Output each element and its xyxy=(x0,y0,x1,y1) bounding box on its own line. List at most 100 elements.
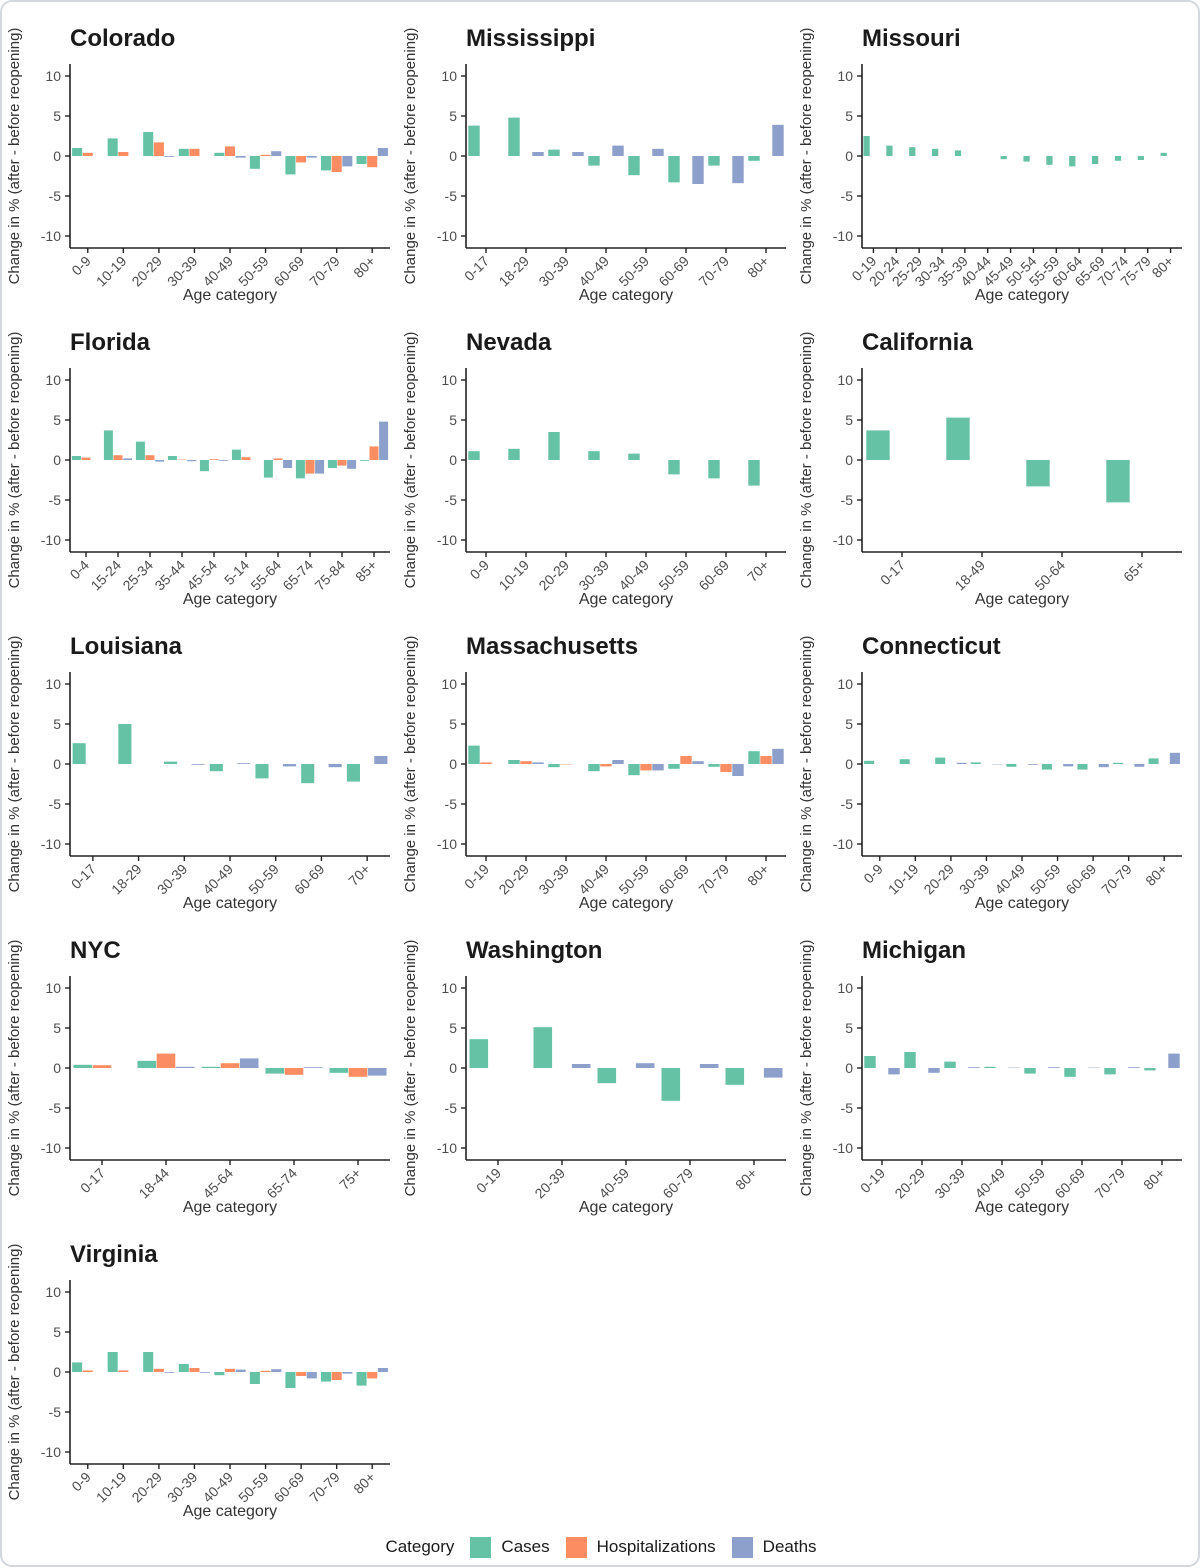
bar-cases-30-39 xyxy=(548,764,559,767)
bar-cases-20-29 xyxy=(508,760,519,764)
bar-cases-20-39 xyxy=(534,1027,553,1068)
bar-hospitalizations-0-19 xyxy=(480,762,491,764)
x-tick-label: 50-59 xyxy=(1027,861,1064,898)
bar-cases-30-39 xyxy=(944,1062,955,1068)
x-tick-label: 20-29 xyxy=(891,1165,928,1202)
bar-hospitalizations-45-54 xyxy=(210,459,219,460)
legend-item-label: Hospitalizations xyxy=(597,1537,716,1557)
bar-hospitalizations-20-29 xyxy=(154,142,164,156)
bar-cases-10-19 xyxy=(900,759,910,764)
bar-cases-70+ xyxy=(748,460,759,486)
y-tick-label: 0 xyxy=(53,1364,61,1380)
bar-hospitalizations-50-59 xyxy=(261,155,271,156)
y-tick-label: -5 xyxy=(841,796,854,812)
bar-deaths-70+ xyxy=(374,756,387,764)
x-tick-label: 10-19 xyxy=(93,1469,130,1506)
bar-cases-50-54 xyxy=(1023,156,1029,162)
bar-cases-25-34 xyxy=(136,442,145,460)
bar-hospitalizations-45-64 xyxy=(221,1063,240,1068)
y-tick-label: -5 xyxy=(445,188,458,204)
y-axis-label: Change in % (after - before reopening) xyxy=(798,28,815,285)
bar-cases-80+ xyxy=(357,156,367,164)
y-tick-label: 5 xyxy=(449,108,457,124)
x-tick-label: 40-49 xyxy=(575,861,612,898)
x-tick-label: 60-69 xyxy=(291,861,328,898)
bar-cases-80+ xyxy=(748,156,759,161)
bar-cases-20-29 xyxy=(935,758,945,764)
bar-cases-80+ xyxy=(1161,153,1167,156)
x-tick-label: 60-69 xyxy=(1063,861,1100,898)
y-tick-label: 0 xyxy=(449,148,457,164)
y-tick-label: -10 xyxy=(41,1444,61,1460)
x-tick-label: 55-64 xyxy=(247,557,284,594)
y-tick-label: 5 xyxy=(845,412,853,428)
legend-item-deaths: Deaths xyxy=(732,1537,817,1558)
y-axis-label: Change in % (after - before reopening) xyxy=(402,332,419,589)
bar-cases-30-39 xyxy=(588,451,599,460)
bar-hospitalizations-75-84 xyxy=(338,460,347,466)
hospitalizations-color-swatch xyxy=(566,1537,587,1558)
bar-cases-20-24 xyxy=(886,146,892,156)
legend-item-cases: Cases xyxy=(470,1537,549,1558)
panel-title: Florida xyxy=(70,329,151,356)
bar-deaths-40-49 xyxy=(612,146,623,156)
y-tick-label: 10 xyxy=(441,68,457,84)
bar-deaths-60-69 xyxy=(692,156,703,184)
bar-hospitalizations-30-39 xyxy=(189,149,199,156)
bar-deaths-40-49 xyxy=(237,763,250,764)
y-tick-label: 5 xyxy=(449,1020,457,1036)
x-tick-label: 18-29 xyxy=(495,253,532,290)
y-tick-label: 0 xyxy=(53,1060,61,1076)
x-tick-label: 30-39 xyxy=(956,861,993,898)
bar-cases-60-69 xyxy=(1077,764,1087,770)
bar-cases-0-9 xyxy=(468,451,479,460)
x-tick-label: 40-49 xyxy=(199,1469,236,1506)
bar-hospitalizations-10-19 xyxy=(118,1370,128,1372)
y-tick-label: -5 xyxy=(49,492,62,508)
x-tick-label: 20-29 xyxy=(128,1469,165,1506)
bar-deaths-75+ xyxy=(368,1068,387,1076)
y-axis-label: Change in % (after - before reopening) xyxy=(798,940,815,1197)
bar-cases-50-64 xyxy=(1026,460,1049,486)
bar-cases-60-69 xyxy=(301,764,314,783)
x-tick-label: 60-79 xyxy=(659,1165,696,1202)
x-axis-title: Age category xyxy=(183,1199,277,1216)
x-axis-title: Age category xyxy=(975,591,1069,608)
x-tick-label: 50-59 xyxy=(235,1469,272,1506)
x-tick-label: 35-44 xyxy=(151,557,188,594)
cases-color-swatch xyxy=(470,1537,491,1558)
bar-cases-65-74 xyxy=(296,460,305,478)
x-tick-label: 80+ xyxy=(350,1469,378,1497)
x-tick-label: 50-59 xyxy=(1011,1165,1048,1202)
bar-cases-65+ xyxy=(1106,460,1129,502)
y-tick-label: -5 xyxy=(841,188,854,204)
x-axis-title: Age category xyxy=(183,1503,277,1520)
bar-cases-20-29 xyxy=(548,432,559,460)
bar-cases-25-29 xyxy=(909,147,915,156)
x-tick-label: 70-79 xyxy=(306,1469,343,1506)
x-tick-label: 60-69 xyxy=(1051,1165,1088,1202)
bar-cases-18-49 xyxy=(946,418,969,460)
bar-deaths-50-59 xyxy=(1048,1067,1059,1068)
panel-title: NYC xyxy=(70,937,121,964)
bar-deaths-60-69 xyxy=(307,1372,317,1378)
x-tick-label: 0-19 xyxy=(461,861,492,892)
y-tick-label: -10 xyxy=(437,1140,457,1156)
panel-title: Virginia xyxy=(70,1241,158,1268)
x-tick-label: 40-49 xyxy=(991,861,1028,898)
x-tick-label: 20-29 xyxy=(535,557,572,594)
bar-cases-10-19 xyxy=(108,138,118,156)
y-tick-label: 0 xyxy=(53,452,61,468)
bar-cases-50-59 xyxy=(1042,764,1052,770)
bar-cases-30-39 xyxy=(179,1364,189,1372)
y-tick-label: 10 xyxy=(837,980,853,996)
panel-title: Missouri xyxy=(862,25,961,52)
x-tick-label: 75+ xyxy=(336,1165,364,1193)
x-axis-title: Age category xyxy=(579,591,673,608)
